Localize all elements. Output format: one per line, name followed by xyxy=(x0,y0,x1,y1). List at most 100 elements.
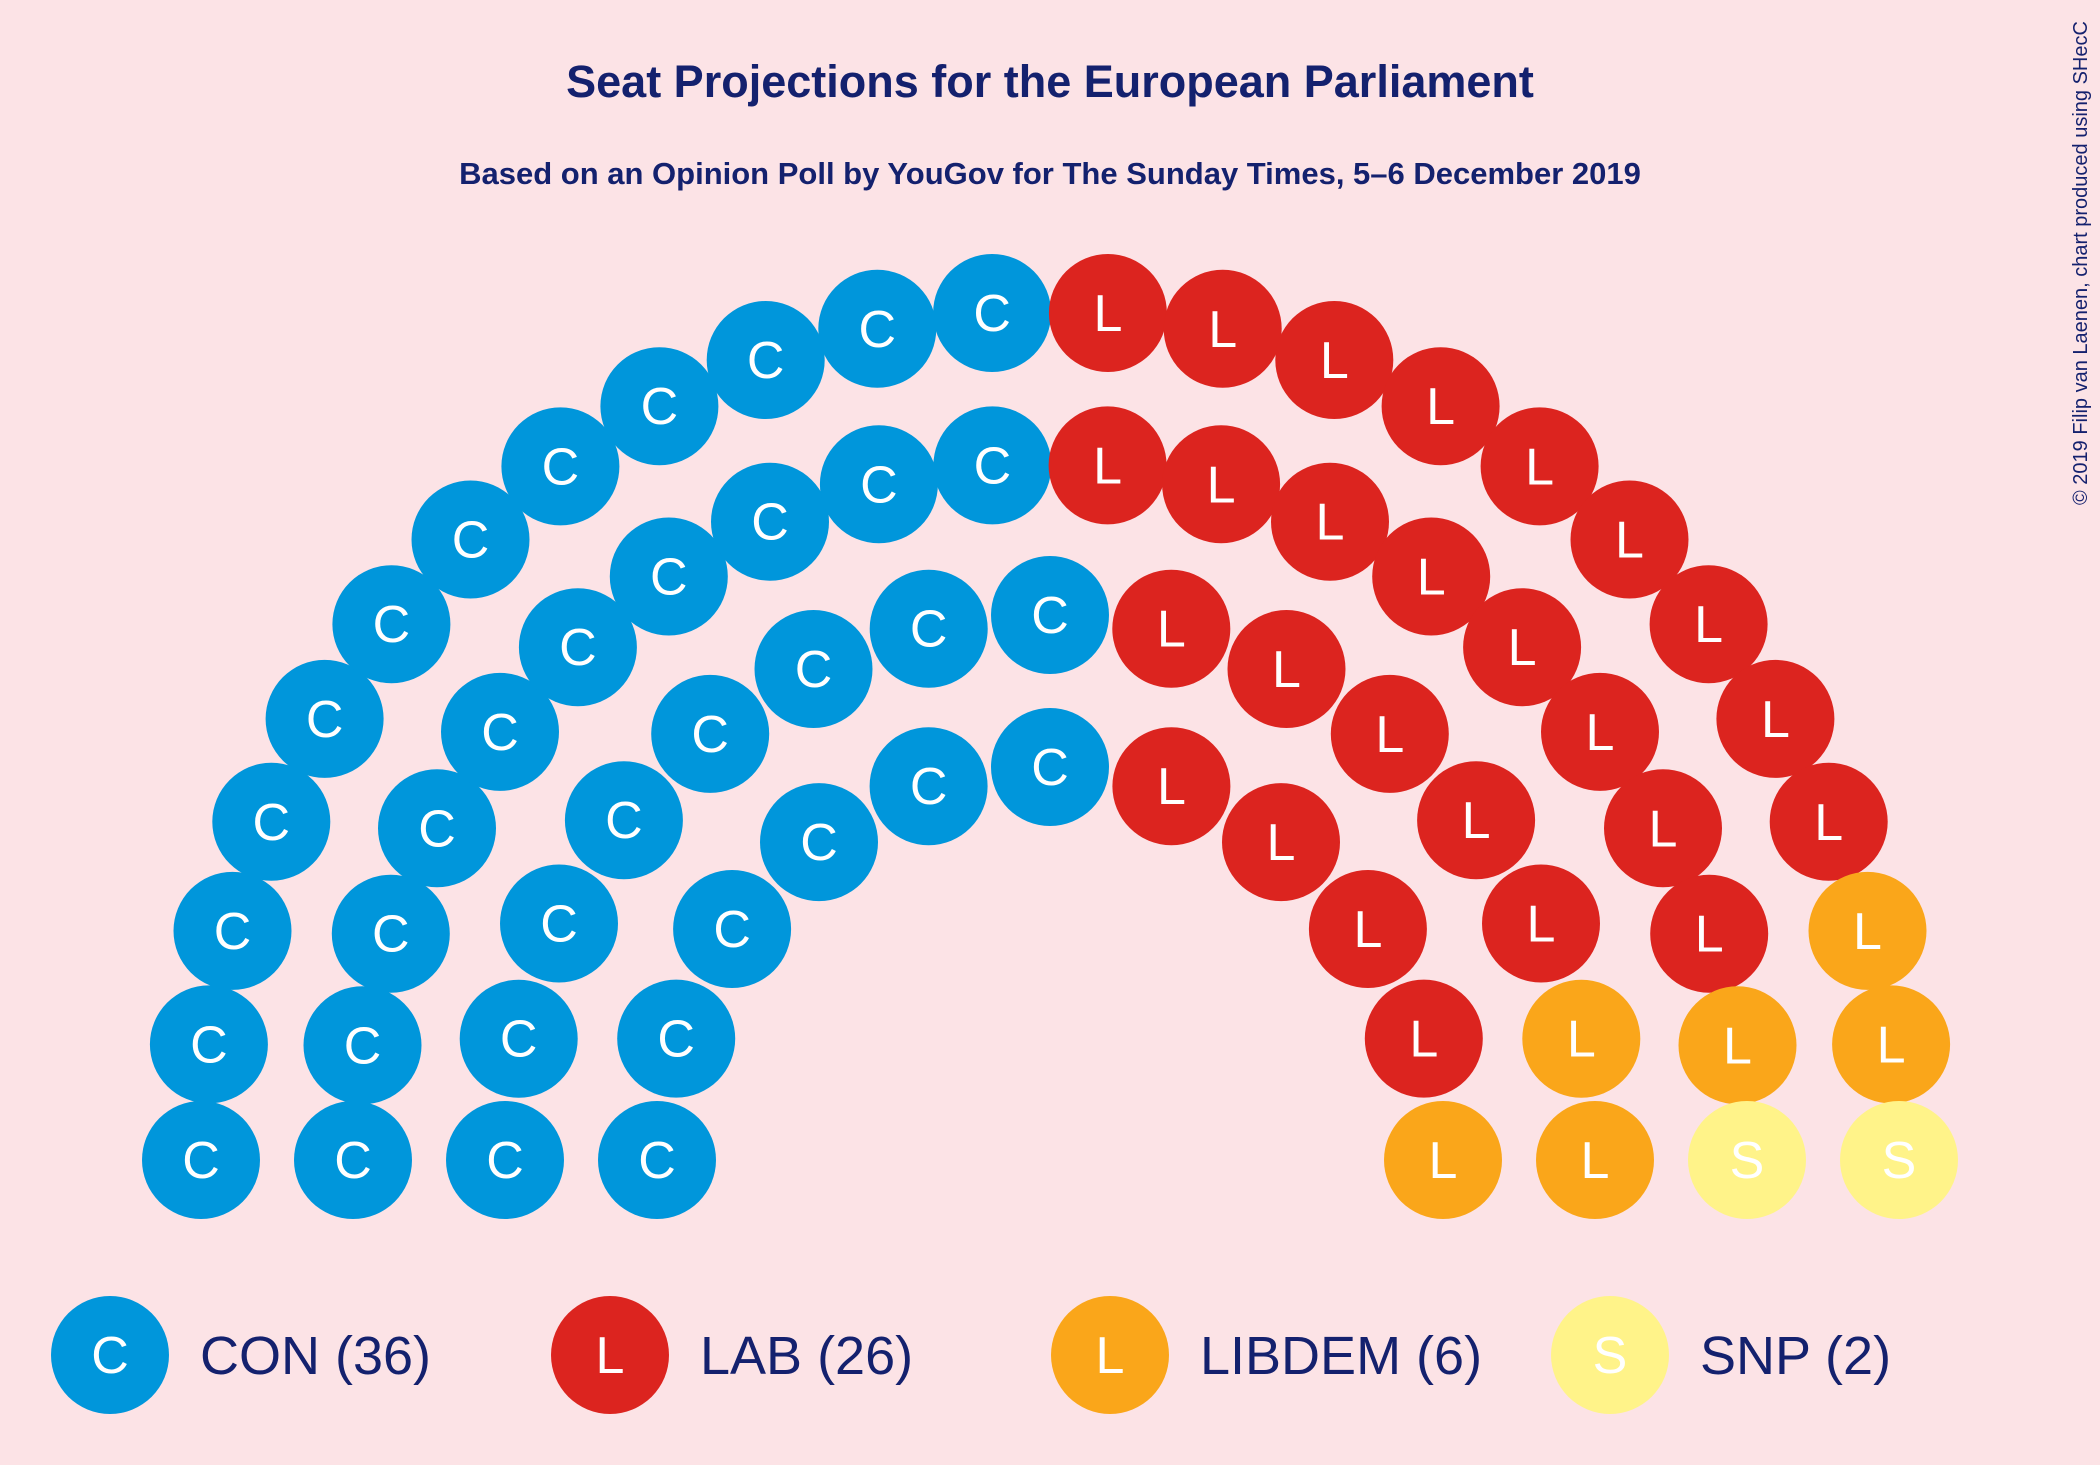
seat-letter: C xyxy=(418,800,456,858)
seat-letter: L xyxy=(1429,1132,1458,1190)
seat-circle xyxy=(378,769,496,888)
chart-title: Seat Projections for the European Parlia… xyxy=(566,56,1534,107)
seat-circle xyxy=(991,556,1109,674)
legend-label: LIBDEM (6) xyxy=(1200,1326,1482,1386)
legend-swatch xyxy=(51,1296,169,1414)
seat-lab: L xyxy=(1048,254,1167,372)
seat-lab: L xyxy=(1364,979,1483,1098)
seat-circle xyxy=(1678,986,1797,1105)
seat-letter: C xyxy=(1031,739,1069,797)
seat-con: C xyxy=(142,1101,260,1219)
seat-circle xyxy=(617,979,736,1098)
seat-libdem: L xyxy=(1832,985,1951,1104)
seat-lab: L xyxy=(1541,672,1659,791)
seat-con: C xyxy=(459,979,578,1098)
seat-lab: L xyxy=(1330,674,1449,793)
legend-item-con: C CON (36) xyxy=(51,1296,431,1414)
seat-letter: L xyxy=(1157,601,1186,659)
seat-con: C xyxy=(933,254,1052,372)
seat-circle xyxy=(754,610,873,728)
seat-circle xyxy=(303,986,422,1105)
seat-con: C xyxy=(819,425,938,544)
seat-lab: L xyxy=(1417,761,1536,880)
seat-snp: S xyxy=(1840,1101,1958,1219)
seat-con: C xyxy=(869,569,988,688)
seat-letter: C xyxy=(860,456,898,514)
seat-circle xyxy=(1541,672,1659,791)
seat-circle xyxy=(819,425,938,544)
seat-letter: S xyxy=(1882,1132,1917,1190)
seat-letter: C xyxy=(691,706,729,764)
seat-circle xyxy=(1227,610,1346,728)
seat-con: C xyxy=(265,659,384,778)
seat-letter: C xyxy=(182,1132,220,1190)
seat-letter: C xyxy=(253,794,291,852)
seat-circle xyxy=(711,462,829,581)
seat-circle xyxy=(818,269,937,388)
seat-lab: L xyxy=(1112,727,1231,846)
seat-circle xyxy=(265,659,384,778)
seat-letter: L xyxy=(1157,758,1186,816)
seat-libdem: L xyxy=(1384,1101,1502,1219)
seat-circle xyxy=(651,674,770,793)
seat-libdem: L xyxy=(1522,979,1641,1098)
seat-circle xyxy=(173,871,292,990)
seat-con: C xyxy=(501,407,620,526)
legend-label: LAB (26) xyxy=(700,1326,913,1386)
seat-letter: L xyxy=(1649,800,1678,858)
seat-circle xyxy=(1112,569,1231,688)
seat-lab: L xyxy=(1716,659,1835,778)
legend: C CON (36) L LAB (26) L LIBDEM (6) S SNP (2) xyxy=(51,1296,1891,1414)
seat-con: C xyxy=(446,1101,564,1219)
seat-con: C xyxy=(441,672,559,791)
seat-circle xyxy=(1372,517,1491,636)
seat-letter: C xyxy=(486,1132,524,1190)
legend-swatch xyxy=(1551,1296,1669,1414)
seat-lab: L xyxy=(1163,269,1282,388)
seat-con: C xyxy=(331,874,450,993)
seat-circle xyxy=(294,1101,412,1219)
seat-letter: L xyxy=(1581,1132,1610,1190)
seat-lab: L xyxy=(1482,864,1600,983)
seat-letter: L xyxy=(1527,896,1556,954)
seat-circle xyxy=(1222,783,1340,902)
seat-letter: L xyxy=(1417,549,1446,607)
seat-lab: L xyxy=(1570,480,1689,599)
seat-letter: C xyxy=(713,901,751,959)
seat-circle xyxy=(1536,1101,1654,1219)
seat-letter: L xyxy=(1567,1011,1596,1069)
seat-letter: L xyxy=(1462,792,1491,850)
seat-letter: C xyxy=(500,1011,538,1069)
seat-letter: S xyxy=(1730,1132,1765,1190)
seat-letter: C xyxy=(306,691,344,749)
seat-letter: C xyxy=(795,641,833,699)
seat-circle xyxy=(142,1101,260,1219)
legend-swatch-letter: S xyxy=(1593,1327,1628,1385)
seat-con: C xyxy=(651,674,770,793)
seat-letter: C xyxy=(800,814,838,872)
seat-con: C xyxy=(933,406,1052,525)
seat-con: C xyxy=(500,864,618,983)
seat-lab: L xyxy=(1162,425,1281,544)
seat-letter: L xyxy=(1853,903,1882,961)
seat-letter: L xyxy=(1207,456,1236,514)
seat-circle xyxy=(598,1101,716,1219)
seat-lab: L xyxy=(1463,588,1582,707)
seat-letter: L xyxy=(1695,906,1724,964)
seat-letter: C xyxy=(372,906,410,964)
seat-letter: L xyxy=(1316,494,1345,552)
seat-libdem: L xyxy=(1678,986,1797,1105)
seat-lab: L xyxy=(1048,406,1167,525)
seat-letter: L xyxy=(1586,704,1615,762)
seat-lab: L xyxy=(1271,462,1389,581)
seat-letter: C xyxy=(657,1011,695,1069)
seat-con: C xyxy=(598,1101,716,1219)
seat-letter: L xyxy=(1375,706,1404,764)
seat-con: C xyxy=(518,588,637,707)
seat-libdem: L xyxy=(1536,1101,1654,1219)
seat-circle xyxy=(673,870,792,988)
seat-letter: C xyxy=(859,301,897,359)
seat-lab: L xyxy=(1381,347,1500,466)
seat-circle xyxy=(1808,871,1927,990)
